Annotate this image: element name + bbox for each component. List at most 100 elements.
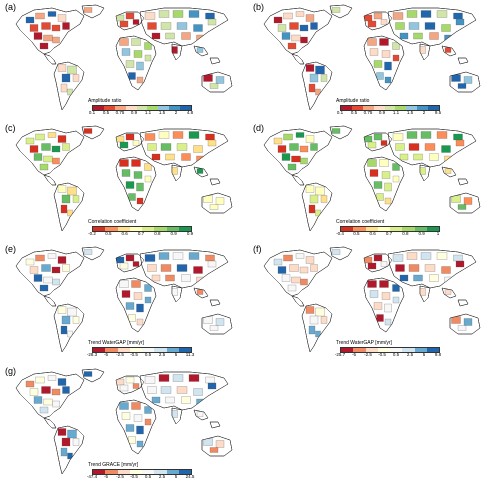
basin	[158, 10, 170, 18]
basin	[315, 209, 321, 217]
basin	[39, 406, 49, 414]
colorbar-swatch	[426, 348, 439, 352]
basin	[172, 10, 184, 18]
basin	[363, 256, 373, 264]
basin	[289, 264, 299, 272]
coastline-islands	[209, 178, 221, 186]
basin	[289, 143, 299, 151]
basin	[209, 447, 219, 453]
basin	[205, 133, 215, 141]
coastline-africa	[115, 399, 157, 455]
basin	[373, 254, 383, 262]
colorbar-swatch	[180, 106, 192, 110]
basin	[132, 261, 140, 267]
basin	[207, 260, 217, 268]
basin	[193, 388, 203, 396]
colorbar-tick-label: 0.9	[186, 231, 194, 236]
coastline-samerica	[53, 182, 85, 232]
basin	[420, 252, 432, 260]
colorbar-swatch	[117, 348, 130, 352]
basin	[209, 204, 219, 210]
basin	[35, 376, 45, 384]
basin	[436, 131, 448, 139]
basin	[67, 209, 73, 217]
coastline-australia	[201, 313, 233, 335]
basin	[444, 289, 452, 295]
basin	[273, 258, 283, 266]
basin	[373, 302, 383, 310]
colorbar-tick-label: 0.8	[154, 231, 161, 236]
basin	[67, 65, 77, 75]
basin	[207, 139, 217, 147]
colorbar-tick-label: 0.1	[88, 110, 96, 115]
basin	[376, 193, 384, 201]
coastline-india	[419, 285, 431, 303]
basin	[39, 284, 49, 292]
map-panel-g: (g) Trend GRACE [mm/yr] -47.4 -5 -2.5 -0.5 0.5…	[4, 366, 248, 482]
basin	[41, 143, 51, 151]
coastline-australia	[449, 71, 481, 93]
coastline-india	[171, 164, 183, 182]
basin	[455, 260, 465, 268]
basin	[205, 376, 215, 384]
coastline-samerica	[53, 61, 85, 111]
basin	[320, 74, 328, 82]
coastline-camerica	[291, 295, 305, 307]
world-map	[263, 246, 481, 353]
basin	[287, 284, 297, 292]
colorbar-swatch	[142, 348, 155, 352]
colorbar-tick-label: -0.5	[378, 352, 386, 357]
basin	[315, 307, 325, 317]
colorbar-tick-label: 2.5	[158, 352, 166, 357]
basin	[420, 10, 432, 18]
basin	[444, 47, 452, 53]
coastline-islands	[209, 421, 221, 429]
basin	[119, 159, 129, 167]
basin	[205, 254, 215, 262]
basin	[413, 274, 423, 282]
basin	[392, 12, 404, 20]
basin	[83, 128, 93, 134]
basin	[188, 252, 200, 260]
basin	[144, 418, 152, 426]
basin	[283, 12, 293, 20]
continent-camerica	[43, 53, 57, 65]
basin	[52, 278, 60, 286]
basin	[205, 12, 215, 20]
coastline-greenland	[81, 246, 105, 261]
colorbar-tick-label: 1	[436, 231, 440, 236]
colorbar-swatch	[166, 470, 179, 474]
basin	[418, 288, 426, 296]
colorbar-swatch	[105, 227, 118, 231]
basin	[277, 24, 287, 32]
basin	[196, 289, 204, 295]
panel-label: (b)	[253, 2, 264, 12]
colorbar-swatch	[142, 227, 155, 231]
colorbar-swatch	[169, 106, 181, 110]
basin	[193, 24, 203, 32]
colorbar-swatch	[406, 106, 418, 110]
colorbar-swatch	[414, 227, 427, 231]
colorbar	[92, 105, 192, 111]
colorbar-tick-label: 0.9	[130, 110, 138, 115]
colorbar-tick-label: 0.5	[353, 231, 360, 236]
basin	[125, 181, 135, 189]
basin	[29, 388, 39, 396]
continent-camerica	[291, 295, 305, 307]
colorbar-tick-label: 0.6	[369, 231, 376, 236]
basin	[413, 32, 423, 40]
basin	[172, 131, 184, 139]
basin	[115, 378, 125, 386]
colorbar-title: Correlation coefficient	[88, 219, 137, 225]
basin	[373, 133, 383, 141]
colorbar-swatch	[428, 106, 440, 110]
basin	[305, 135, 315, 143]
basin	[308, 204, 316, 214]
basin	[320, 316, 328, 324]
basin	[376, 72, 384, 80]
basin	[128, 436, 136, 444]
coastline-seasia	[193, 409, 209, 421]
coastline-islands	[457, 299, 469, 307]
coastline-greenland	[81, 368, 105, 383]
colorbar-swatch	[178, 348, 191, 352]
